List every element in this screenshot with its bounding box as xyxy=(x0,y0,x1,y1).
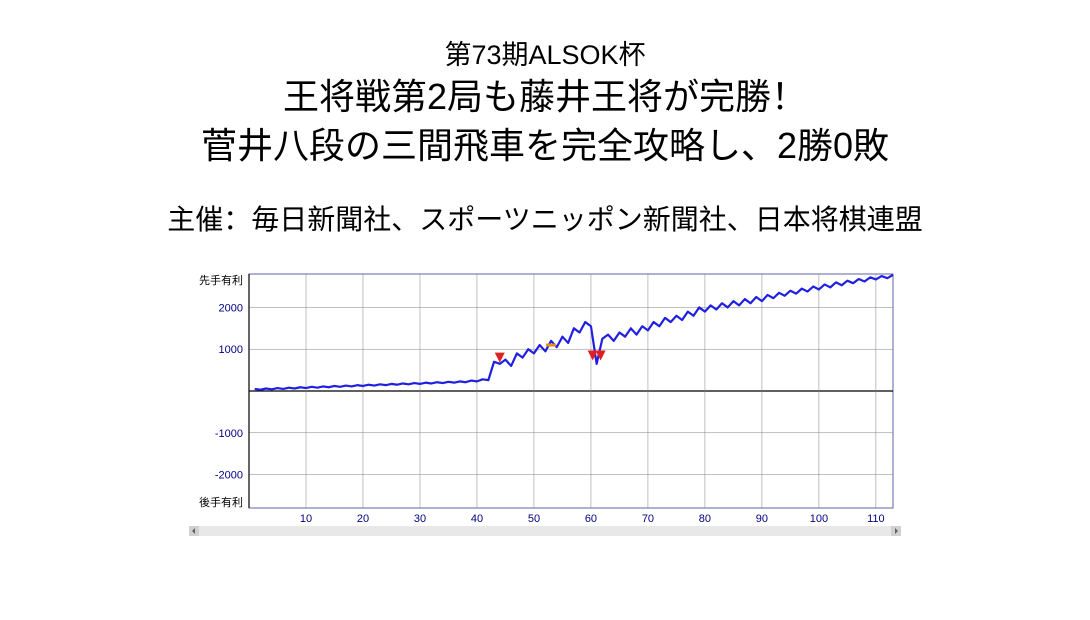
svg-text:90: 90 xyxy=(756,513,768,525)
scroll-left-button[interactable] xyxy=(189,526,199,536)
svg-text:10: 10 xyxy=(300,513,312,525)
svg-text:50: 50 xyxy=(528,513,540,525)
header-block: 第73期ALSOK杯 王将戦第2局も藤井王将が完勝！ 菅井八段の三間飛車を完全攻… xyxy=(201,38,889,170)
svg-text:-1000: -1000 xyxy=(215,428,243,440)
svg-text:1000: 1000 xyxy=(219,344,243,356)
evaluation-chart: 2000 1000 -1000 -2000 先手有利後手有利 10 20 30 40 50 60 70… xyxy=(189,268,901,536)
svg-text:40: 40 xyxy=(471,513,483,525)
chart-svg: 2000 1000 -1000 -2000 先手有利後手有利 10 20 30 40 50 60 70… xyxy=(189,268,901,526)
svg-text:30: 30 xyxy=(414,513,426,525)
svg-text:100: 100 xyxy=(810,513,828,525)
title-line-2: 菅井八段の三間飛車を完全攻略し、2勝0敗 xyxy=(201,122,889,171)
title-line-1: 王将戦第2局も藤井王将が完勝！ xyxy=(201,73,889,122)
svg-text:先手有利: 先手有利 xyxy=(199,273,243,287)
svg-text:20: 20 xyxy=(357,513,369,525)
svg-text:70: 70 xyxy=(642,513,654,525)
svg-text:110: 110 xyxy=(867,513,885,525)
svg-text:80: 80 xyxy=(699,513,711,525)
svg-text:60: 60 xyxy=(585,513,597,525)
svg-text:-2000: -2000 xyxy=(215,470,243,482)
scroll-right-button[interactable] xyxy=(891,526,901,536)
svg-text:後手有利: 後手有利 xyxy=(199,495,243,509)
chart-scrollbar[interactable] xyxy=(189,526,901,536)
subtitle-top: 第73期ALSOK杯 xyxy=(201,38,889,73)
svg-text:2000: 2000 xyxy=(219,303,243,315)
sponsor-line: 主催：毎日新聞社、スポーツニッポン新聞社、日本将棋連盟 xyxy=(167,198,922,238)
